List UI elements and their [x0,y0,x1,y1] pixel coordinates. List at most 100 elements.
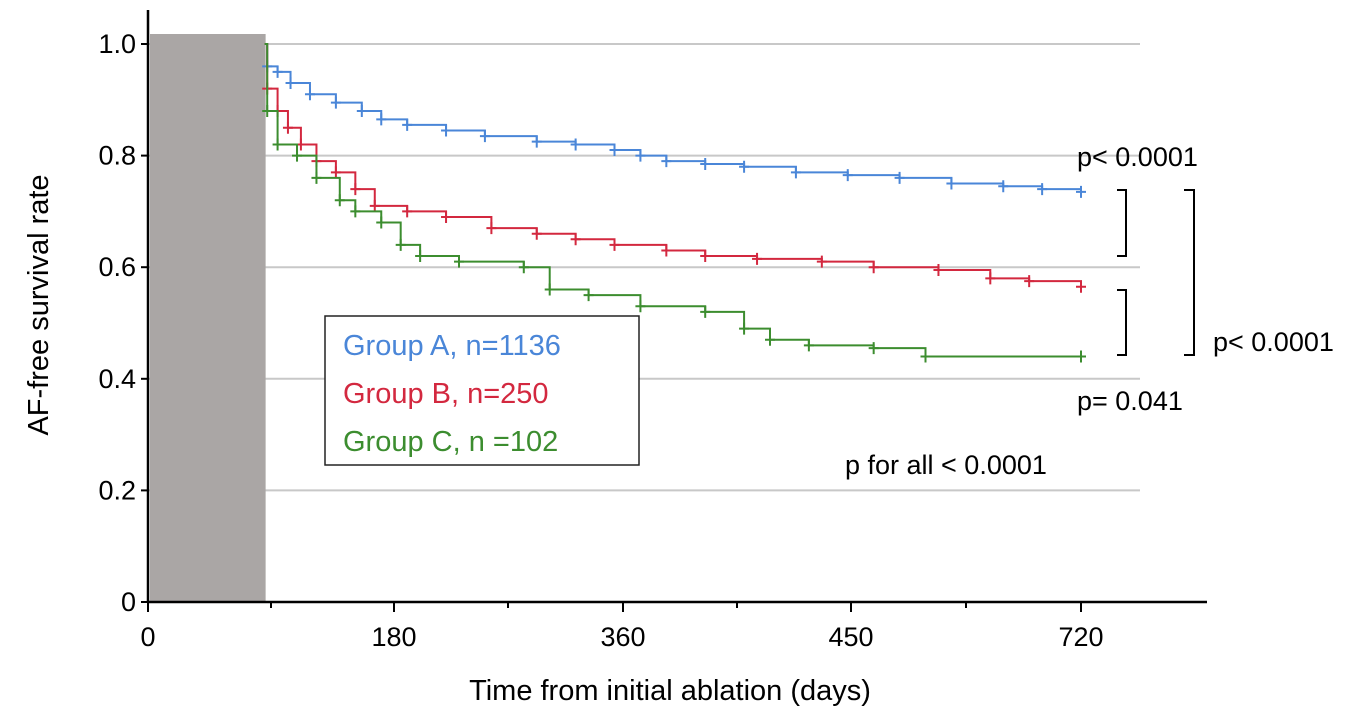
y-tick-label-0: 0 [121,587,136,617]
censor-mark [350,205,361,218]
censor-mark [700,157,711,170]
series-0 [262,43,1086,198]
censor-mark [700,305,711,318]
censor-mark [376,113,387,126]
censor-mark [304,88,315,101]
censor-mark [998,180,1009,193]
y-tick-label-3: 0.6 [98,252,136,282]
censor-mark [330,166,341,179]
series-line-0 [264,43,1082,192]
bracket-a-c [1184,189,1195,356]
censor-mark [842,169,853,182]
censor-mark [739,160,750,173]
legend: Group A, n=1136 Group B, n=250 Group C, … [324,315,640,466]
censor-mark [454,255,464,268]
legend-box [324,315,640,466]
censor-mark [1037,183,1048,196]
axes [146,10,1207,604]
censor-mark [1024,275,1035,288]
blanking-period-shade [150,34,266,602]
p-value-a-b: p< 0.0001 [1077,142,1198,172]
bracket-b-c [1117,289,1127,356]
censor-mark [635,149,646,162]
x-tick-label-4: 720 [1058,622,1103,652]
censor-mark [441,124,452,137]
censor-mark [376,216,387,229]
x-tick-label-3: 450 [828,622,873,652]
x-tick-label-1: 180 [371,622,416,652]
censor-mark [402,118,413,131]
censor-mark [330,96,341,109]
censor-mark [544,283,555,296]
x-tick-label-0: 0 [140,622,155,652]
y-tick-label-4: 0.8 [98,141,136,171]
gridlines [148,43,1140,492]
censor-mark [1076,350,1086,363]
legend-entry-b: Group B, n=250 [343,378,549,410]
legend-entry-c: Group C, n =102 [343,426,558,458]
axis-ticks: 0 0.2 0.4 0.6 0.8 1.0 0 180 360 450 720 [98,29,1103,652]
x-axis-label: Time from initial ablation (days) [469,675,871,707]
x-tick-label-2: 360 [600,622,645,652]
censor-mark [356,104,367,117]
censor-mark [946,177,957,190]
series-2 [262,43,1086,363]
censor-mark [369,199,380,212]
censor-mark [803,339,814,352]
censor-mark [868,261,879,274]
censor-mark [334,194,345,207]
censor-mark [933,263,944,276]
censor-mark [1076,185,1086,198]
censor-mark [282,121,293,134]
censor-mark [868,342,879,355]
censor-mark [816,255,827,268]
censor-mark [765,333,775,346]
censor-mark [635,300,646,313]
censor-mark [570,233,581,246]
censor-mark [395,238,406,251]
series-line-1 [264,43,1082,287]
censor-mark [531,135,542,148]
censor-mark [486,222,497,235]
censor-mark [583,289,594,302]
censor-mark [441,210,452,223]
p-value-all: p for all < 0.0001 [845,450,1047,480]
y-tick-label-2: 0.4 [98,364,136,394]
p-value-a-c: p< 0.0001 [1213,327,1334,357]
censor-mark [285,77,296,90]
censor-mark [661,244,672,257]
censor-mark [985,272,996,285]
y-axis-label: AF-free survival rate [23,174,55,435]
censor-mark [415,250,426,263]
censor-mark [1076,280,1086,293]
censor-mark [518,261,529,274]
censor-mark [894,171,905,184]
bracket-a-b [1117,189,1127,257]
censor-mark [272,138,283,151]
censor-mark [479,130,490,143]
censor-mark [739,322,750,335]
series-1 [262,43,1086,293]
censor-mark [790,166,801,179]
series-line-2 [264,43,1081,358]
censor-mark [531,227,542,240]
legend-entry-a: Group A, n=1136 [343,330,561,362]
censor-mark [920,350,931,363]
censor-mark [661,155,672,168]
p-value-b-c: p= 0.041 [1077,386,1183,416]
censor-mark [292,149,303,162]
censor-mark [311,171,322,184]
y-tick-label-5: 1.0 [98,29,136,59]
censor-mark [402,205,413,218]
censor-mark [570,138,581,151]
y-tick-label-1: 0.2 [98,475,136,505]
censor-mark [272,65,283,78]
censor-mark [609,238,620,251]
censor-mark [700,250,711,263]
significance-brackets [1117,189,1195,356]
censor-mark [350,183,361,196]
censor-mark [752,252,763,265]
series-lines [262,43,1086,363]
censor-mark [609,144,620,157]
